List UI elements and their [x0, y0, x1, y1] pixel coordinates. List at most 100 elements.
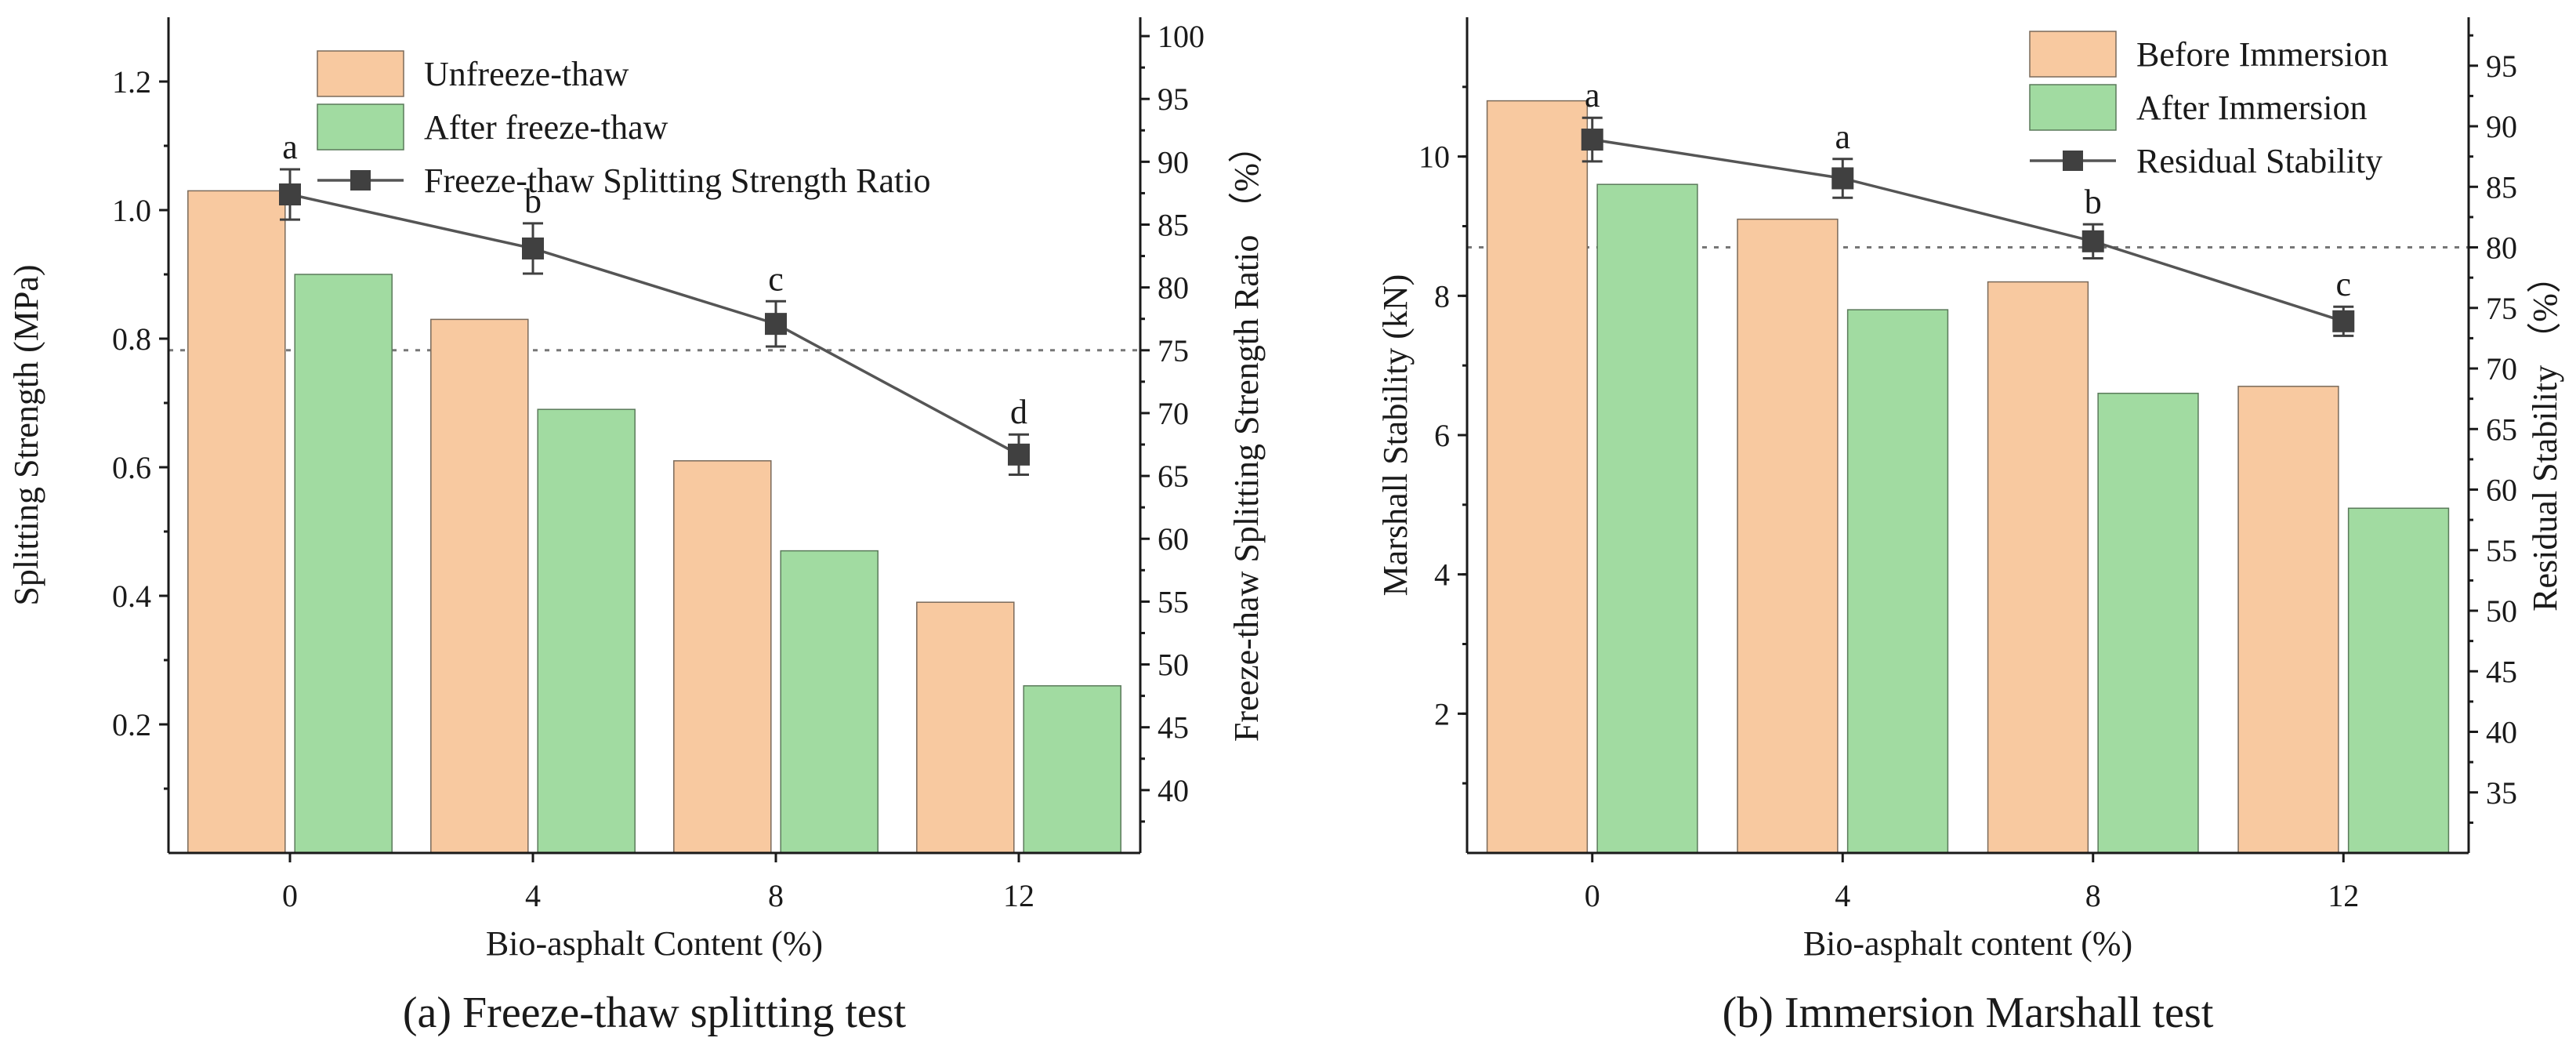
- bar-primary-4: [430, 318, 529, 854]
- y2-tick-label: 85: [1158, 207, 1189, 242]
- legend-swatch-secondary: [2029, 84, 2117, 131]
- y2-tick-label: 100: [1158, 19, 1205, 54]
- legend-swatch-primary: [2029, 31, 2117, 78]
- y2-tick-label: 40: [2486, 715, 2517, 750]
- bar-secondary-4: [1846, 309, 1949, 854]
- y2-tick-label: 70: [2486, 351, 2517, 386]
- y2-tick-label: 35: [2486, 775, 2517, 811]
- legend-label: After Immersion: [2136, 89, 2367, 127]
- y-tick-label: 1.2: [112, 64, 151, 100]
- ratio-line: [289, 193, 1020, 456]
- significance-label: c: [2335, 265, 2351, 303]
- y2-tick-label: 65: [2486, 412, 2517, 447]
- bar-secondary-0: [294, 274, 393, 854]
- y2-tick-label: 80: [1158, 270, 1189, 306]
- x-tick-label: 12: [1003, 878, 1034, 913]
- y2-tick-label: 65: [1158, 459, 1189, 494]
- legend-label: Before Immersion: [2136, 35, 2388, 74]
- bar-primary-4: [1737, 218, 1839, 854]
- y2-tick-label: 55: [2486, 533, 2517, 568]
- legend-label: Residual Stability: [2136, 142, 2382, 180]
- y2-tick-label: 75: [2486, 291, 2517, 326]
- line-marker-4: [522, 237, 544, 259]
- legend: Unfreeze-thaw After freeze-thaw Freeze-tha…: [317, 50, 930, 200]
- legend-label: Freeze-thaw Splitting Strength Ratio: [424, 161, 930, 200]
- bar-primary-0: [187, 190, 286, 854]
- legend-label: Unfreeze-thaw: [424, 55, 629, 93]
- bar-secondary-8: [2097, 392, 2199, 854]
- y2-axis-title: Freeze-thaw Splitting Strength Ratio （%）: [1227, 129, 1266, 742]
- y-tick-label: 0.8: [112, 321, 151, 357]
- x-tick-label: 8: [768, 878, 784, 913]
- y2-tick-label: 75: [1158, 333, 1189, 368]
- chart-panel-a: abcd0.20.40.60.81.01.2404550556065707580…: [7, 17, 1266, 1037]
- y2-tick-label: 45: [1158, 710, 1189, 746]
- y2-tick-label: 90: [1158, 144, 1189, 180]
- line-marker-0: [279, 183, 301, 206]
- bar-secondary-8: [780, 550, 879, 854]
- bar-secondary-12: [2347, 507, 2450, 854]
- chart-panel-b: a a b c 2 4 6 8 10 35 40 45 50 55 60 65 70 75 80 85 90 95 0 4 8 1…: [1376, 17, 2564, 1037]
- bar-secondary-4: [537, 408, 636, 854]
- panel-caption: (a) Freeze-thaw splitting test: [403, 989, 907, 1037]
- y-tick-label: 10: [1418, 140, 1450, 175]
- y2-tick-label: 95: [1158, 82, 1189, 117]
- significance-label: a: [1835, 118, 1850, 156]
- y-tick-label: 2: [1434, 696, 1450, 731]
- bar-primary-12: [2237, 386, 2339, 854]
- legend-label: After freeze-thaw: [424, 108, 668, 147]
- bar-secondary-0: [1596, 183, 1698, 854]
- panel-caption: (b) Immersion Marshall test: [1723, 989, 2214, 1037]
- y-axis-title: Splitting Strength (MPa): [7, 264, 45, 605]
- line-marker-12: [1008, 443, 1030, 466]
- line-marker-4: [1831, 167, 1854, 190]
- significance-label: d: [1010, 393, 1027, 431]
- y2-tick-label: 45: [2486, 654, 2517, 689]
- line-marker-12: [2332, 310, 2355, 332]
- y-axis-title: Marshall Stability (kN): [1376, 274, 1415, 597]
- bar-secondary-12: [1023, 685, 1121, 854]
- y2-tick-label: 70: [1158, 396, 1189, 431]
- significance-label: b: [2085, 183, 2102, 221]
- significance-label: c: [768, 259, 784, 298]
- x-tick-label: 12: [2328, 878, 2359, 913]
- y2-axis-title: Residual Stability （%）: [2526, 259, 2564, 611]
- ratio-line: [1592, 138, 2344, 323]
- y2-tick-label: 95: [2486, 49, 2517, 84]
- bar-primary-12: [916, 601, 1015, 854]
- y-tick-label: 6: [1434, 418, 1450, 453]
- y2-tick-label: 85: [2486, 169, 2517, 205]
- y2-tick-label: 60: [1158, 521, 1189, 557]
- x-tick-label: 4: [525, 878, 541, 913]
- line-marker-8: [2081, 230, 2104, 252]
- significance-label: b: [524, 182, 542, 220]
- legend-swatch-secondary: [317, 103, 404, 151]
- y-tick-label: 4: [1434, 557, 1450, 593]
- y-tick-label: 8: [1434, 278, 1450, 314]
- x-tick-label: 0: [282, 878, 298, 913]
- y-tick-label: 0.4: [112, 579, 151, 614]
- bar-primary-8: [673, 460, 772, 854]
- x-tick-label: 0: [1585, 878, 1600, 913]
- x-tick-label: 8: [2085, 878, 2101, 913]
- y2-tick-label: 50: [1158, 648, 1189, 683]
- legend-swatch-primary: [317, 50, 404, 97]
- legend-line-marker: [350, 170, 371, 191]
- y-tick-label: 1.0: [112, 193, 151, 228]
- bar-primary-0: [1486, 100, 1589, 854]
- significance-label: a: [282, 128, 298, 166]
- y-tick-label: 0.2: [112, 707, 151, 742]
- line-marker-8: [765, 313, 787, 336]
- x-tick-label: 4: [1835, 878, 1850, 913]
- bar-primary-8: [1987, 281, 2089, 854]
- legend-line-marker: [2063, 151, 2083, 171]
- y2-tick-label: 50: [2486, 593, 2517, 629]
- significance-label: a: [1585, 76, 1600, 114]
- x-axis-title: Bio-asphalt Content (%): [486, 924, 823, 963]
- x-axis-title: Bio-asphalt content (%): [1803, 924, 2132, 963]
- legend: Before Immersion After Immersion Residual …: [2029, 31, 2388, 180]
- y-tick-label: 0.6: [112, 450, 151, 485]
- y2-tick-label: 80: [2486, 230, 2517, 266]
- y2-tick-label: 40: [1158, 773, 1189, 808]
